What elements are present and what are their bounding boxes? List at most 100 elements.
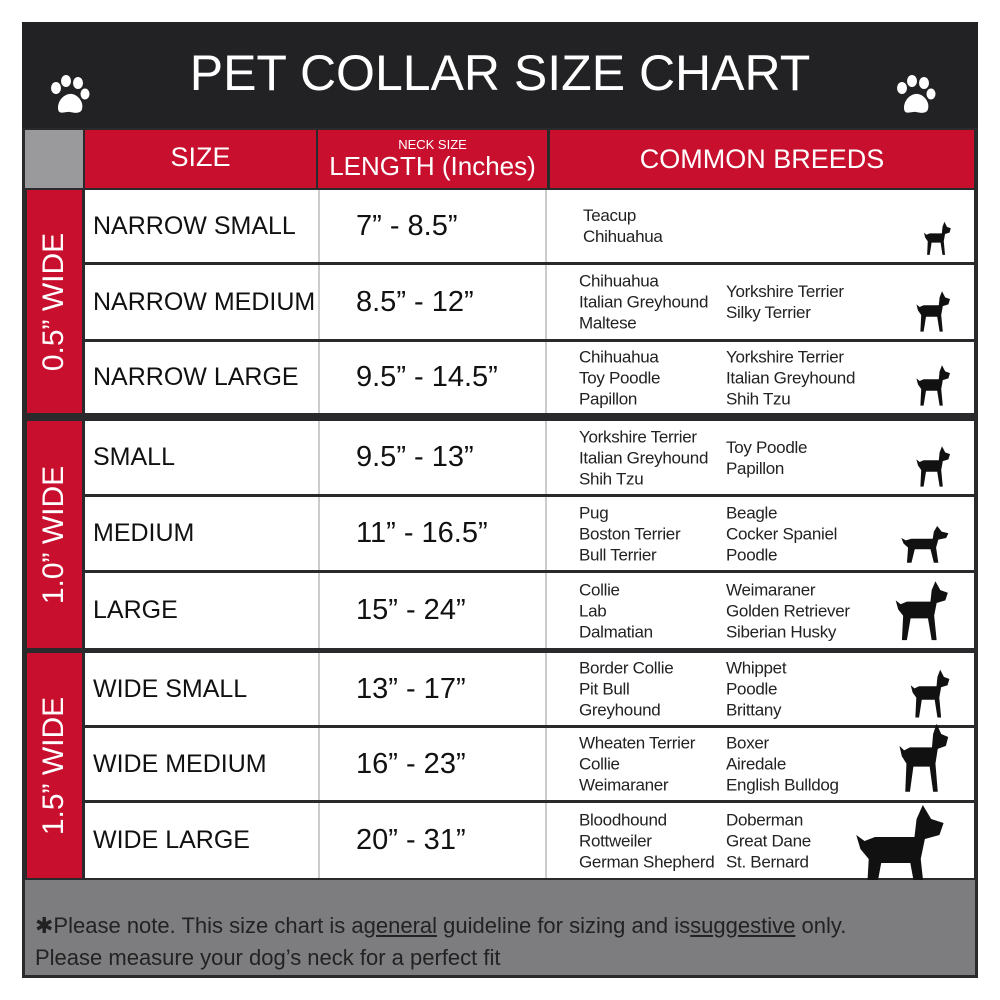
size-label: NARROW SMALL [93,211,296,240]
breed: Pug [579,503,609,522]
breeds-cell: Bloodhound Rottweiler German Shepherd Dober… [549,803,974,897]
header-length-label: LENGTH (Inches) [329,151,536,181]
size-label: LARGE [93,596,178,624]
table-row: MEDIUM 11” - 16.5” Pug Boston Terrier Bull T… [85,497,974,570]
breed: Papillon [726,458,785,478]
breed: Border Collie [579,658,674,678]
size-label: SMALL [93,443,175,471]
length-value: 8.5” - 12” [318,265,547,339]
breeds-cell: Yorkshire Terrier Italian Greyhound Shih T… [549,421,974,494]
table-row: WIDE LARGE 20” - 31” Bloodhound Rottweiler G… [85,803,974,897]
breeds-cell: Teacup Chihuahua [549,190,974,262]
breed: Doberman [726,810,803,829]
length-value: 20” - 31” [318,803,547,878]
breed: Chihuahua [579,347,659,366]
breed: Poodle [726,679,778,699]
length-value: 13” - 17” [318,653,547,725]
breed: Italian Greyhound [579,448,709,467]
shepherd-silhouette-icon [895,581,948,641]
breeds-cell: Wheaten Terrier Collie Weimaraner Boxer Aire… [549,723,974,800]
size-label: WIDE SMALL [93,674,248,703]
header: PET COLLAR SIZE CHART [22,22,978,128]
breed: Boxer [726,733,769,753]
breed: Chihuahua [583,227,663,246]
note-text: guideline for sizing and is [437,913,691,938]
breed: Whippet [726,658,787,678]
paw-icon [51,75,90,113]
table-row: SMALL 9.5” - 13” Yorkshire Terrier Italian … [85,421,974,494]
table-row: NARROW MEDIUM 8.5” - 12” Chihuahua Italian … [85,265,974,339]
header-breeds: COMMON BREEDS [550,130,974,188]
breed: Weimaraner [579,775,669,795]
breed: Chihuahua [579,271,659,291]
breed: Lab [579,601,607,620]
breed: Yorkshire Terrier [579,427,697,446]
group-label: 1.0” WIDE [27,421,82,648]
bulldog-silhouette-icon [910,669,950,718]
table-row: WIDE MEDIUM 16” - 23” Wheaten Terrier Colli… [85,723,974,800]
group-label-text: 0.5” WIDE [37,232,71,371]
breed: Yorkshire Terrier [726,347,844,366]
breed: Great Dane [726,831,811,850]
breed: Dalmatian [579,622,653,641]
breed: Papillon [579,389,638,408]
breed: Shih Tzu [579,469,644,488]
note-underlined: suggestive [690,913,796,938]
table-row: LARGE 15” - 24” Collie Lab Dalmatian Weimaran… [85,573,974,648]
size-label: NARROW MEDIUM [93,287,316,316]
pitbull-silhouette-icon [899,723,949,792]
size-label: NARROW LARGE [93,363,299,391]
breed: Silky Terrier [726,303,811,322]
breed: Shih Tzu [726,389,791,408]
length-value: 9.5” - 13” [318,421,547,494]
breeds-cell: Pug Boston Terrier Bull Terrier Beagle Cocke… [549,497,974,570]
breed: Airedale [726,754,786,774]
breed: Golden Retriever [726,601,850,620]
table-row: WIDE SMALL 13” - 17” Border Collie Pit Bull… [85,653,974,725]
breed: Greyhound [579,700,661,720]
paw-icon [897,75,936,113]
breed: Brittany [726,700,782,720]
breed: Wheaten Terrier [579,733,696,753]
header-neck-size: NECK SIZE [398,137,467,152]
footer-note: ✱Please note. This size chart is agenera… [25,880,975,975]
yorkie-silhouette-icon [923,221,951,255]
breed: Collie [579,580,620,599]
size-label: WIDE LARGE [93,826,250,854]
breed: Toy Poodle [726,437,808,457]
breed: Boston Terrier [579,524,681,543]
length-value: 11” - 16.5” [318,497,547,570]
note-underlined: general [363,913,438,938]
breed: Weimaraner [726,580,816,599]
breed: Yorkshire Terrier [726,282,844,301]
breeds-cell: Chihuahua Italian Greyhound Maltese Yorkshi… [549,265,974,339]
breed: German Shepherd [579,852,715,871]
group-label-text: 1.5” WIDE [37,696,71,835]
group-label: 1.5” WIDE [27,653,82,878]
pomeranian-silhouette-icon [916,365,950,406]
breeds-cell: Collie Lab Dalmatian Weimaraner Golden Retri… [549,573,974,648]
note-text: only. [795,913,847,938]
breed: Toy Poodle [579,368,661,387]
breed: Siberian Husky [726,622,837,641]
breed: Teacup [583,206,637,225]
note-text: ✱Please note. This size chart is a [35,913,364,938]
length-value: 7” - 8.5” [318,190,547,262]
breed: Rottweiler [579,831,652,850]
breeds-cell: Border Collie Pit Bull Greyhound Whippet Poo… [549,653,974,725]
corner-cell [25,130,83,188]
pomeranian-silhouette-icon [916,446,950,487]
note-line-2: Please measure your dog’s neck for a per… [35,945,501,970]
breeds-cell: Chihuahua Toy Poodle Papillon Yorkshire Ter… [549,342,974,413]
breed: Italian Greyhound [726,368,856,387]
breed: Collie [579,754,620,774]
group-label-text: 1.0” WIDE [37,465,71,604]
chihuahua-silhouette-icon [916,291,950,332]
page-title: PET COLLAR SIZE CHART [189,45,811,101]
breed: Cocker Spaniel [726,524,838,543]
dachshund-silhouette-icon [901,526,949,563]
breed: Maltese [579,313,637,333]
table-row: NARROW LARGE 9.5” - 14.5” Chihuahua Toy Poo… [85,342,974,413]
breed: Bull Terrier [579,545,657,564]
doberman-silhouette-icon [856,805,944,897]
